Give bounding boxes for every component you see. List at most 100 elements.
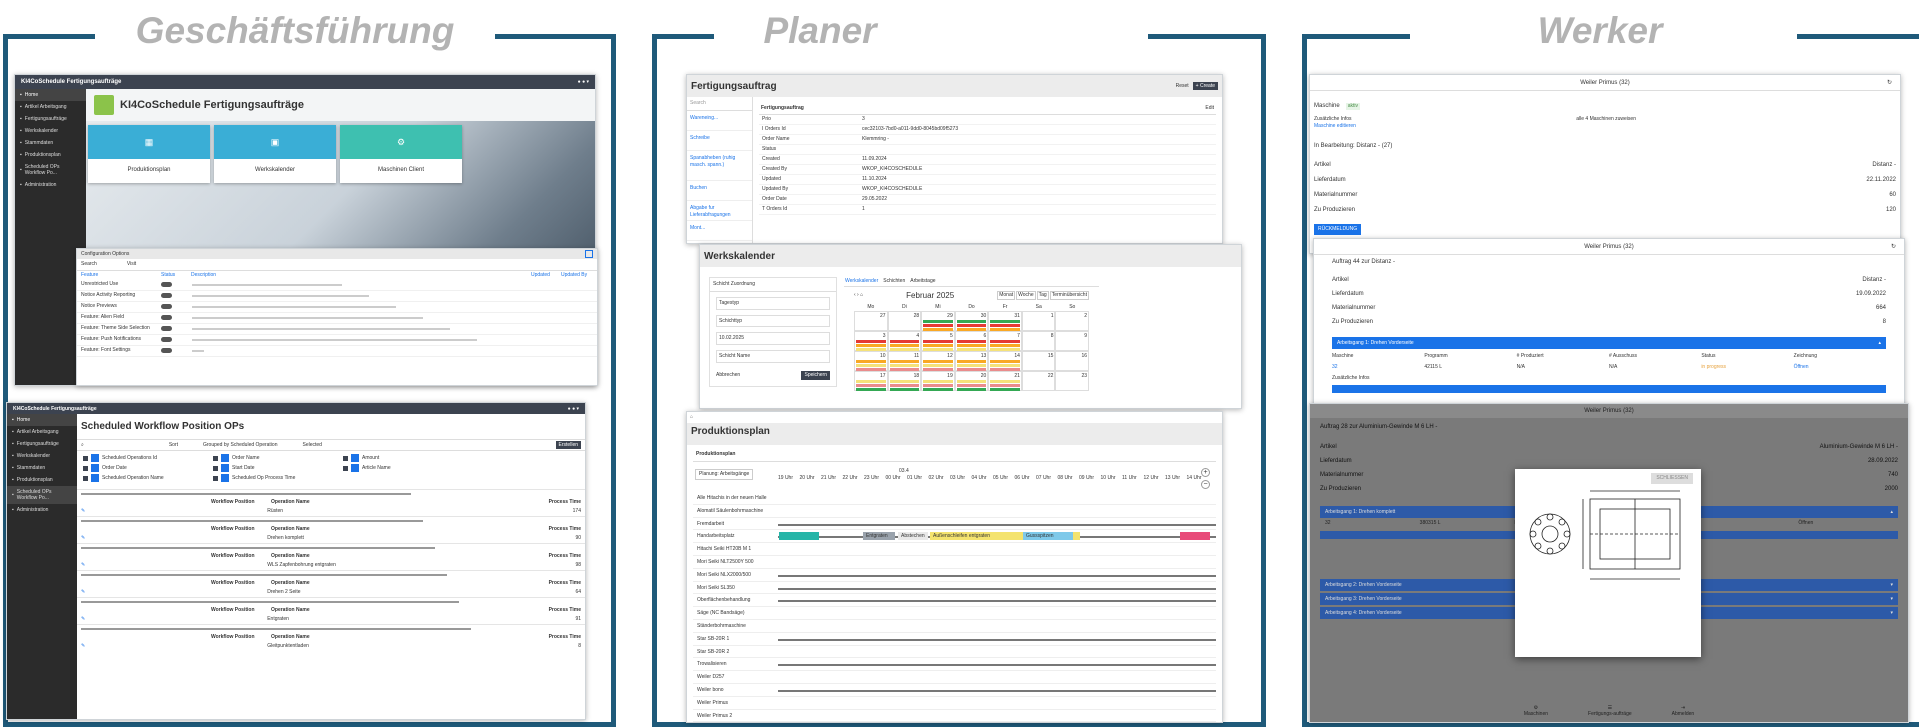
wk-day-cell[interactable]: 2 [1055,310,1090,331]
feature-toggle[interactable] [161,348,172,353]
table-row[interactable]: ✎ Gleitpunktentladen 8 [77,642,585,651]
close-icon[interactable] [585,250,593,258]
checkbox[interactable] [213,465,218,471]
calendar-event[interactable] [990,379,1020,383]
calendar-event[interactable] [956,319,987,323]
wf-sidebar-item[interactable]: ▪ Stammdaten [7,462,77,474]
wf-sidebar-item[interactable]: ▪ Fertigungsaufträge [7,438,77,450]
wf-sidebar-item[interactable]: ▪ Werkskalender [7,450,77,462]
col-header[interactable]: Status [161,271,176,278]
fa-create-button[interactable]: + Create [1192,81,1218,91]
wk-nav[interactable]: ‹ › ⌂ [854,291,864,298]
group-row[interactable] [77,543,585,552]
wf-sidebar-item[interactable]: ▪ Scheduled OPs Workflow Po... [7,486,77,504]
pp-machine-row[interactable]: Star SB-20R 1 [693,633,1216,646]
filter-chip[interactable]: Start Date [213,464,255,472]
fa-edit-button[interactable]: Edit [1205,105,1214,111]
table-row[interactable]: ✎ Entgraten 91 [77,615,585,624]
col-header[interactable]: Feature [81,271,99,278]
feature-toggle[interactable] [161,304,172,309]
col-header[interactable]: Updated By [561,271,588,278]
pp-machine-row[interactable]: Fremdarbeit [693,518,1216,531]
gf-tile-2[interactable]: ▣ Werkskalender [214,125,336,183]
fa-list-item[interactable]: Buchen [687,181,752,201]
calendar-event[interactable] [889,367,920,371]
calendar-event[interactable] [990,347,1020,351]
table-row[interactable]: ✎ Drehen 2 Seite 64 [77,588,585,597]
pp-machine-row[interactable]: Star SB-20R 2 [693,646,1216,659]
wk-day-cell[interactable]: 4 [887,330,922,351]
calendar-event[interactable] [990,343,1020,347]
feature-toggle[interactable] [161,282,172,287]
calendar-event[interactable] [956,379,987,383]
wk-view-button[interactable]: Woche [1016,290,1036,300]
calendar-event[interactable] [923,323,953,327]
fa-list-item[interactable]: Spanabheben (ruhig masch. spann.) [687,151,752,181]
wk-day-cell[interactable]: 29 [921,310,955,331]
config-row[interactable]: Feature: Font Settings [77,346,597,357]
fa-list-item[interactable]: Mont... [687,221,752,241]
config-search[interactable]: Search [81,261,97,267]
calendar-event[interactable] [990,367,1020,371]
calendar-event[interactable] [990,363,1020,367]
calendar-event[interactable] [990,387,1020,391]
wk-day-cell[interactable]: 30 [954,310,989,331]
gf-sidebar-item[interactable]: ▪ Fertigungsaufträge [15,113,86,125]
calendar-event[interactable] [856,363,886,367]
wk-day-cell[interactable]: 28 [887,310,922,331]
gf-sidebar-item[interactable]: ▪ Scheduled OPs Workflow Po... [15,161,86,179]
edit-icon[interactable]: ✎ [81,616,86,623]
wk-date[interactable]: 10.02.2025 [716,332,830,345]
calendar-event[interactable] [956,363,987,367]
calendar-event[interactable] [923,347,953,351]
wk-day-cell[interactable]: 5 [921,330,955,351]
config-view[interactable]: Visit [126,261,137,267]
config-row[interactable]: Unrestricted Use [77,280,597,291]
calendar-event[interactable] [856,343,886,347]
calendar-event[interactable] [990,323,1020,327]
calendar-event[interactable] [856,387,886,391]
fa-search[interactable]: Search [687,97,752,111]
calendar-event[interactable] [923,319,953,323]
wk-input-1[interactable]: Tagestyp [716,296,830,310]
calendar-event[interactable] [889,339,920,343]
calendar-event[interactable] [889,347,920,351]
calendar-event[interactable] [923,327,953,331]
wk-view-button[interactable]: Terminübersicht [1049,290,1089,300]
wk-day-cell[interactable]: 19 [921,370,955,391]
zoom-out-icon[interactable]: − [1201,480,1210,489]
pp-machine-row[interactable]: Weiler Primus [693,697,1216,710]
gf-sidebar-item[interactable]: ▪ Administration [15,179,86,191]
calendar-event[interactable] [956,359,987,363]
feature-toggle[interactable] [161,337,172,342]
wf-group[interactable]: Grouped by Scheduled Operation [202,441,278,448]
wk-save-button[interactable]: Speichern [801,370,830,380]
wk-day-cell[interactable]: 18 [887,370,922,391]
pp-machine-row[interactable]: Trowalisieren [693,658,1216,672]
calendar-event[interactable] [856,367,886,371]
calendar-event[interactable] [956,387,987,391]
footer-nav-item[interactable]: ⇥ Abmelden [1672,705,1695,719]
calendar-event[interactable] [956,327,987,331]
pp-machine-row[interactable]: Säge (NC Bandsäge) [693,607,1216,620]
checkbox[interactable] [83,475,88,481]
pp-machine-row[interactable]: Alle Hitachis in der neuen Halle [693,492,1216,505]
zoom-in-icon[interactable]: + [1201,468,1210,477]
calendar-event[interactable] [889,343,920,347]
filter-chip[interactable]: Scheduled Operations Id [83,454,157,462]
wk-day-cell[interactable]: 27 [854,310,888,331]
calendar-event[interactable] [956,339,987,343]
fa-list-item[interactable]: Schreibe [687,131,752,151]
feature-toggle[interactable] [161,326,172,331]
wk-day-cell[interactable]: 17 [854,370,888,391]
calendar-event[interactable] [990,327,1020,331]
footer-nav-item[interactable]: ☰ Fertigungs-aufträge [1588,705,1632,719]
pp-machine-row[interactable]: Weiler bono [693,684,1216,697]
wk-tab-2[interactable]: Schichten [883,278,906,284]
pp-machine-row[interactable]: Ständerbohrmaschine [693,620,1216,633]
table-row[interactable]: ✎ Drehen komplett 90 [77,534,585,543]
chevron-down-icon[interactable]: ▾ [1890,581,1893,588]
pp-machine-row[interactable]: Hitachi Seiki HT20B M 1 [693,543,1216,556]
calendar-event[interactable] [990,383,1020,387]
user-menu[interactable]: ● ● ▾ [567,405,579,412]
